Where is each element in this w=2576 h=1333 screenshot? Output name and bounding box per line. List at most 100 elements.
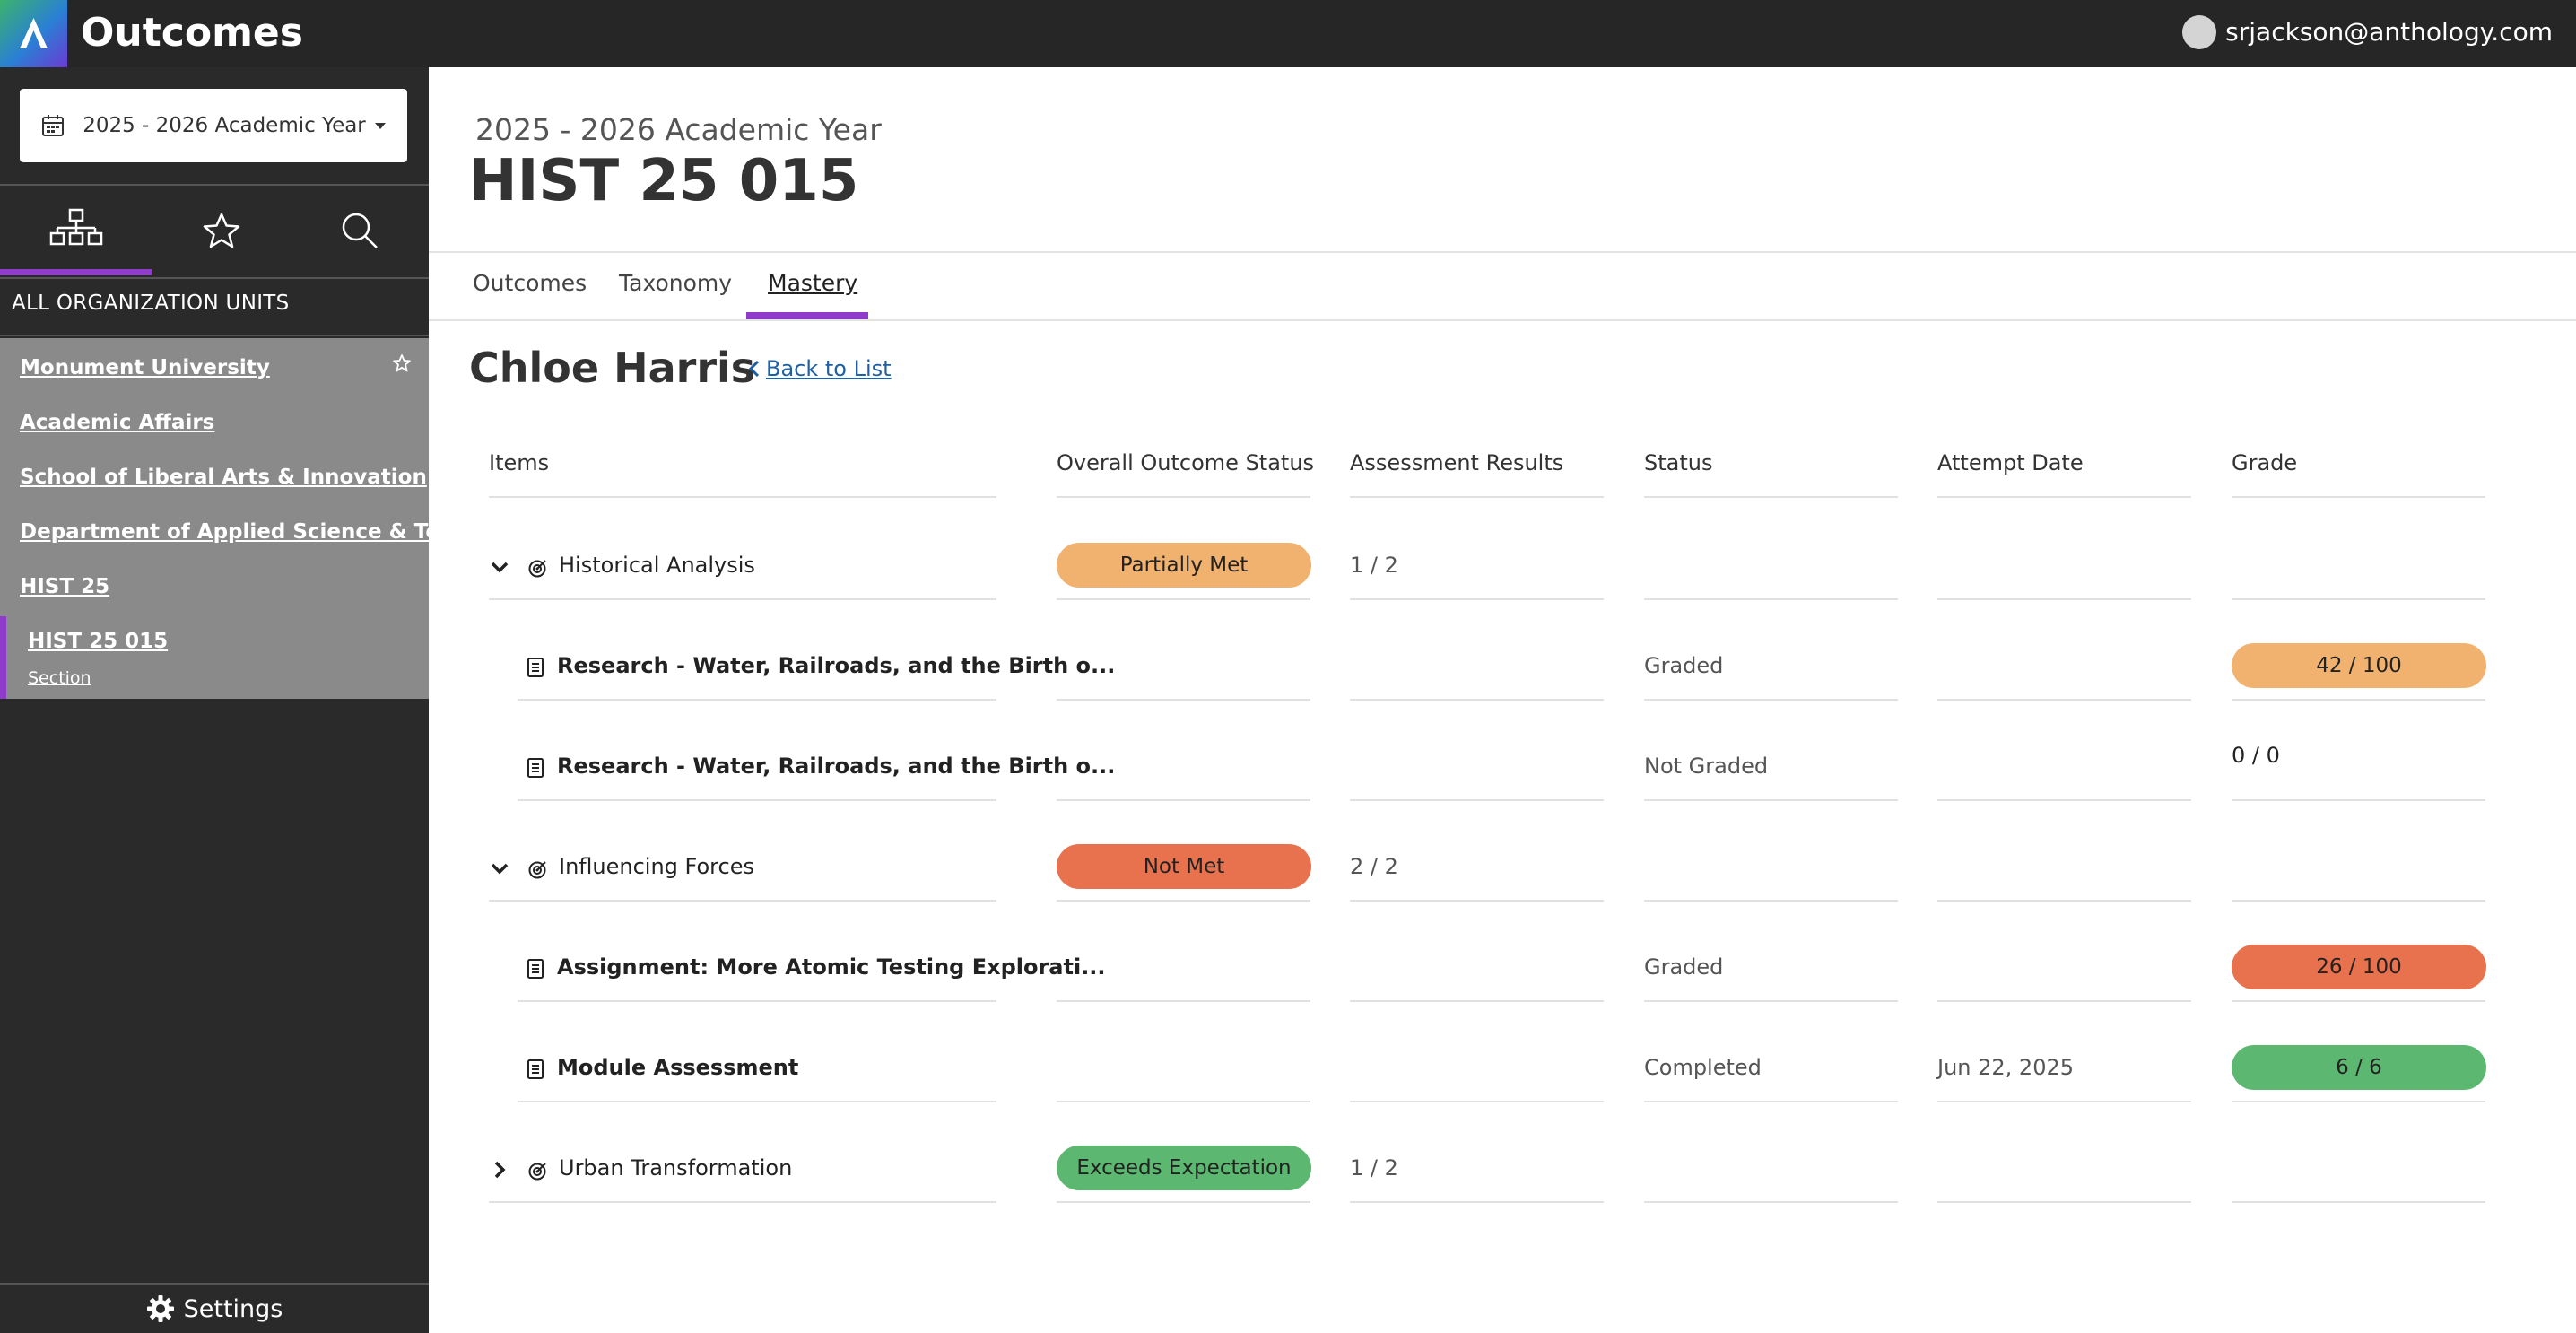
logo-a-icon (20, 18, 48, 48)
hierarchy-icon (49, 208, 103, 245)
tab-favorites[interactable] (145, 186, 298, 275)
all-organization-units[interactable]: ALL ORGANIZATION UNITS (12, 292, 290, 315)
search-icon (342, 213, 378, 248)
divider (489, 598, 996, 600)
divider (1644, 496, 1898, 498)
status-text: Not Graded (1644, 754, 1769, 779)
assessment-name[interactable]: Assignment: More Atomic Testing Explorat… (557, 954, 1106, 980)
divider (1937, 1101, 2191, 1102)
chevron-down-icon[interactable] (490, 557, 509, 577)
tab-hierarchy[interactable] (0, 186, 152, 275)
tree-item-hist-25-015[interactable]: HIST 25 015 Section (0, 616, 429, 699)
tree-item-department[interactable]: Department of Applied Science & Te... (20, 520, 464, 544)
status-text: Graded (1644, 653, 1724, 678)
assessment-name[interactable]: Module Assessment (557, 1055, 799, 1080)
outcome-target-icon (528, 1163, 546, 1181)
divider (518, 1000, 996, 1002)
tree-item-academic-affairs[interactable]: Academic Affairs (20, 411, 215, 434)
back-to-list-link[interactable]: Back to List (748, 356, 892, 381)
divider (1350, 900, 1604, 902)
tree-item-hist-25[interactable]: HIST 25 (20, 575, 110, 598)
divider (1644, 799, 1898, 801)
divider (1057, 1201, 1310, 1203)
divider (1644, 1000, 1898, 1002)
tree-item-sublabel: Section (28, 668, 91, 688)
divider (1057, 496, 1310, 498)
divider (2232, 799, 2485, 801)
active-tab-indicator (746, 312, 868, 319)
top-bar: Outcomes srjackson@anthology.com (0, 0, 2576, 67)
outcome-name[interactable]: Historical Analysis (559, 553, 755, 578)
grade-text: 0 / 0 (2232, 743, 2280, 768)
divider (489, 496, 996, 498)
sidebar: 2025 - 2026 Academic Year (0, 67, 463, 1333)
column-header-grade: Grade (2232, 450, 2298, 475)
column-header-overall-outcome-status: Overall Outcome Status (1057, 450, 1315, 475)
divider (2232, 1000, 2485, 1002)
tab-taxonomy[interactable]: Taxonomy (619, 270, 733, 296)
gear-icon (146, 1295, 174, 1322)
divider (0, 335, 429, 336)
divider (1350, 598, 1604, 600)
outcome-status-badge: Not Met (1057, 844, 1311, 889)
divider (1350, 799, 1604, 801)
sidebar-tabs (0, 186, 429, 275)
divider (1937, 496, 2191, 498)
divider (2232, 496, 2485, 498)
outcome-name[interactable]: Urban Transformation (559, 1155, 793, 1181)
org-unit-tree: Monument University Academic Affairs Sch… (0, 338, 463, 699)
divider (1937, 1000, 2191, 1002)
page-title: HIST 25 015 (469, 148, 859, 214)
calendar-icon (42, 115, 65, 136)
document-icon (527, 959, 544, 979)
main-content: 2025 - 2026 Academic Year HIST 25 015 Ou… (429, 67, 2576, 1333)
tree-item-school[interactable]: School of Liberal Arts & Innovation (20, 466, 427, 489)
academic-year-label: 2025 - 2026 Academic Year (83, 114, 366, 137)
grade-badge: 6 / 6 (2232, 1045, 2486, 1090)
outcome-status-badge: Exceeds Expectation (1057, 1146, 1311, 1190)
divider (1644, 699, 1898, 701)
tab-search[interactable] (283, 186, 436, 275)
divider (518, 699, 996, 701)
chevron-right-icon[interactable] (490, 1160, 509, 1180)
divider (1350, 699, 1604, 701)
chevron-down-icon[interactable] (490, 858, 509, 878)
assessment-results: 2 / 2 (1350, 854, 1398, 879)
column-header-status: Status (1644, 450, 1713, 475)
tree-item-monument-university[interactable]: Monument University (20, 356, 270, 379)
divider (1057, 699, 1310, 701)
document-icon (527, 1059, 544, 1079)
student-name: Chloe Harris (469, 344, 756, 392)
back-to-list-label: Back to List (766, 356, 892, 381)
divider (1937, 699, 2191, 701)
assessment-name[interactable]: Research - Water, Railroads, and the Bir… (557, 653, 1116, 678)
outcome-name[interactable]: Influencing Forces (559, 854, 754, 879)
divider (1644, 1201, 1898, 1203)
outcome-status-badge: Partially Met (1057, 543, 1311, 588)
tab-mastery[interactable]: Mastery (768, 270, 858, 296)
divider (1937, 799, 2191, 801)
divider (2232, 900, 2485, 902)
academic-year-dropdown[interactable]: 2025 - 2026 Academic Year (20, 89, 407, 162)
divider (429, 319, 2576, 321)
star-icon (203, 213, 240, 248)
chevron-down-icon (374, 122, 386, 129)
user-menu[interactable]: srjackson@anthology.com (2182, 14, 2553, 50)
divider (0, 277, 429, 279)
settings-button[interactable]: Settings (0, 1283, 429, 1333)
outcome-target-icon (528, 560, 546, 578)
chevron-left-icon (748, 360, 760, 378)
divider (518, 1101, 996, 1102)
divider (1350, 1101, 1604, 1102)
tab-outcomes[interactable]: Outcomes (473, 270, 587, 296)
divider (0, 184, 429, 186)
divider (1057, 1000, 1310, 1002)
assessment-results: 1 / 2 (1350, 553, 1398, 578)
assessment-name[interactable]: Research - Water, Railroads, and the Bir… (557, 754, 1116, 779)
star-icon[interactable] (393, 354, 411, 372)
anthology-logo[interactable] (0, 0, 67, 67)
divider (1937, 598, 2191, 600)
grade-badge: 42 / 100 (2232, 643, 2486, 688)
attempt-date: Jun 22, 2025 (1937, 1055, 2075, 1080)
divider (1057, 900, 1310, 902)
